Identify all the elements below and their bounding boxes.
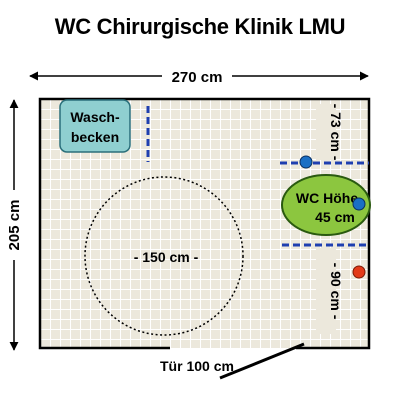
width-label-bg — [162, 66, 232, 86]
room-walls — [38, 97, 371, 350]
height-label-bg — [4, 190, 24, 260]
top-distance-bg — [316, 104, 336, 160]
plan-title: WC Chirurgische Klinik LMU — [54, 14, 346, 39]
height-label: 205 cm — [6, 200, 23, 251]
width-label: 270 cm — [172, 69, 223, 86]
sink-label-line2: becken — [71, 129, 119, 145]
toilet-label-line2: 45 cm — [315, 209, 355, 225]
toilet — [281, 174, 371, 236]
red-marker — [352, 265, 366, 279]
sink — [59, 99, 131, 153]
turning-circle — [84, 176, 244, 336]
door-leaf — [219, 342, 305, 380]
toilet-bottom-distance-label: - 90 cm - — [328, 263, 344, 320]
turning-circle-label: - 150 cm - — [134, 249, 199, 265]
bottom-distance-bg — [316, 248, 336, 334]
door-label: Tür 100 cm — [160, 358, 234, 374]
blue-marker-top — [299, 155, 313, 169]
toilet-label-line1: WC Höhe — [296, 190, 358, 206]
toilet-top-distance-label: - 73 cm - — [328, 104, 344, 161]
sink-label-line1: Wasch- — [70, 109, 120, 125]
blue-marker-right — [352, 197, 366, 211]
